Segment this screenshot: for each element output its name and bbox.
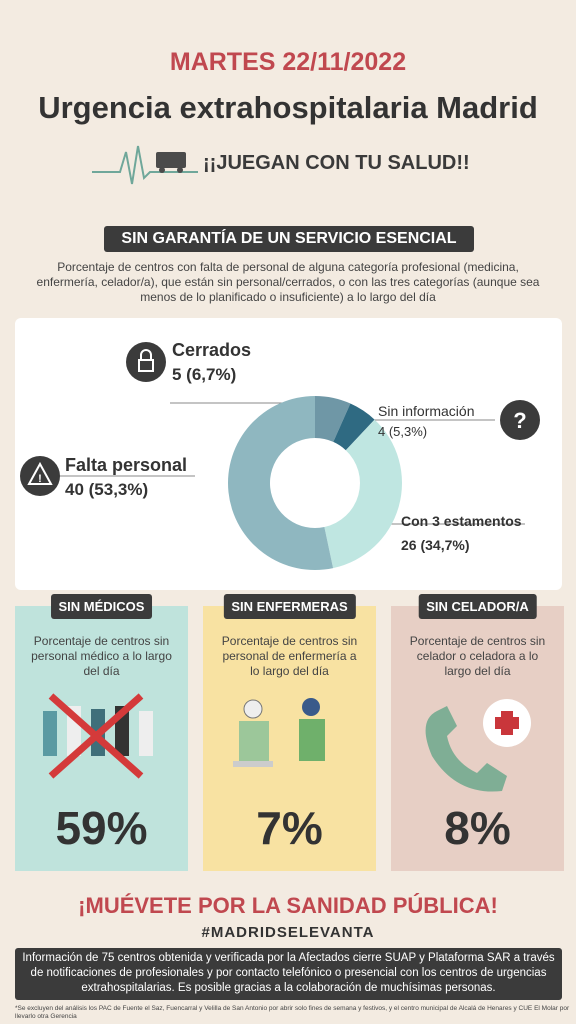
svg-text:?: ? [513, 408, 526, 433]
card-value: 59% [55, 802, 148, 854]
card-description: Porcentaje de centros sin personal médic… [31, 634, 172, 678]
card-title: SIN CELADOR/A [418, 594, 537, 619]
info-box: Información de 75 centros obtenida y ver… [15, 948, 562, 1000]
section-description: Porcentaje de centros con falta de perso… [36, 260, 540, 304]
donut-chart: ? ! Cerrados 5 (6,7%) Sin información 4 (5,… [20, 340, 540, 570]
lock-icon [126, 342, 166, 382]
segment-label: Falta personal [65, 455, 187, 475]
segment-value: 5 (6,7%) [172, 365, 236, 384]
slogan: ¡¡JUEGAN CON TU SALUD!! [203, 152, 470, 174]
segment-label: Cerrados [172, 340, 251, 360]
donut-segment [324, 419, 402, 569]
warning-icon [20, 456, 60, 496]
donut-segment [333, 403, 375, 451]
card-title: SIN MÉDICOS [50, 594, 153, 619]
card-illustration [407, 691, 547, 806]
card: SIN ENFERMERAS Porcentaje de centros sin… [203, 594, 376, 871]
segment-label: Sin información [378, 403, 475, 419]
segment-value: 26 (34,7%) [401, 537, 469, 553]
card: SIN MÉDICOS Porcentaje de centros sin pe… [15, 594, 188, 871]
card-value: 8% [444, 802, 511, 854]
donut-segment [315, 396, 351, 442]
card-illustration [31, 691, 171, 786]
date: MARTES 22/11/2022 [169, 48, 407, 76]
segment-label: Con 3 estamentos [401, 513, 522, 529]
card-illustration [219, 691, 359, 786]
card: SIN CELADOR/A Porcentaje de centros sin … [391, 594, 564, 871]
segment-value: 40 (53,3%) [65, 480, 148, 499]
card-value: 7% [256, 802, 323, 854]
footnote: *Se excluyen del análisis los PAC de Fue… [15, 1005, 570, 1020]
card-title: SIN ENFERMERAS [223, 594, 356, 619]
title: Urgencia extrahospitalaria Madrid [38, 90, 538, 125]
segment-value: 4 (5,3%) [378, 424, 427, 439]
question-icon [500, 400, 540, 440]
hashtag: #MADRIDSELEVANTA [201, 924, 375, 941]
card-description: Porcentaje de centros sin personal de en… [221, 634, 358, 678]
call-to-action: ¡MUÉVETE POR LA SANIDAD PÚBLICA! [78, 893, 498, 918]
svg-text:!: ! [38, 473, 42, 485]
heartbeat-icon [92, 145, 198, 185]
donut-segment [228, 396, 334, 570]
section-title: SIN GARANTÍA DE UN SERVICIO ESENCIAL [104, 226, 474, 252]
card-description: Porcentaje de centros sin celador o cela… [409, 634, 546, 678]
